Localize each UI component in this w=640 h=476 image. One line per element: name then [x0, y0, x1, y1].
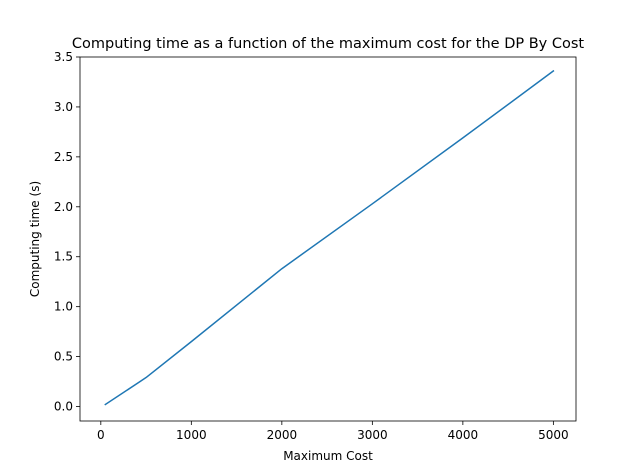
y-tick-label: 1.0: [54, 300, 73, 314]
plot-frame: [79, 56, 577, 422]
y-tick-label: 0.0: [54, 400, 73, 414]
series-group: [104, 69, 555, 406]
x-tick-label: 5000: [538, 428, 569, 442]
y-tick-label: 3.5: [54, 50, 73, 64]
y-tick-label: 2.0: [54, 200, 73, 214]
y-axis-label: Computing time (s): [28, 181, 42, 297]
y-tick-label: 2.5: [54, 150, 73, 164]
y-tick-label: 3.0: [54, 100, 73, 114]
y-tick-label: 1.5: [54, 250, 73, 264]
x-tick-label: 4000: [448, 428, 479, 442]
x-tick-label: 1000: [176, 428, 207, 442]
chart-title: Computing time as a function of the maxi…: [72, 36, 584, 52]
x-axis-label: Maximum Cost: [283, 449, 373, 463]
x-tick-label: 2000: [267, 428, 298, 442]
x-tick-label: 3000: [357, 428, 388, 442]
y-tick-label: 0.5: [54, 350, 73, 364]
axes: 0 1000 2000 3000 4000 5000 0.0 0.5 1.0 1.5 2.0 2.5 3…: [54, 50, 577, 442]
x-tick-label: 0: [97, 428, 105, 442]
series-line: [104, 69, 555, 406]
